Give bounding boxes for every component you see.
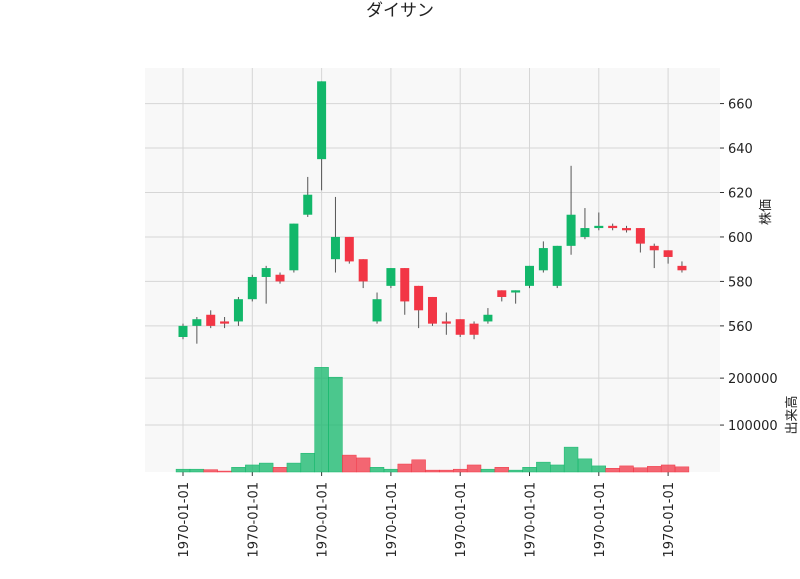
volume-bar	[342, 454, 357, 473]
volume-bar	[369, 467, 385, 473]
volume-bar	[300, 452, 315, 473]
y-tick-label: 560	[728, 320, 753, 335]
volume-bar	[453, 468, 468, 473]
candle-body	[206, 314, 216, 326]
candle-body	[441, 321, 451, 324]
candle-body	[344, 236, 354, 262]
volume-bar	[356, 457, 371, 473]
volume-bar	[328, 376, 343, 473]
candle-body	[275, 274, 285, 282]
volume-bar	[536, 461, 551, 473]
x-tick-label: 1970-01-01	[385, 482, 400, 558]
candle-body	[525, 265, 534, 286]
volume-bar	[189, 468, 205, 473]
volume-bar	[577, 458, 593, 473]
candle-body	[303, 194, 313, 215]
x-tick-label: 1970-01-01	[662, 482, 677, 558]
candle-body	[233, 299, 243, 322]
y-tick-label: 660	[728, 98, 753, 113]
volume-bar	[619, 465, 634, 473]
volume-bar	[286, 462, 302, 473]
candle-body	[594, 225, 604, 229]
y-tick-label: 640	[728, 142, 753, 157]
y-tick-label: 580	[728, 275, 753, 290]
candle-body	[580, 228, 590, 237]
candle-body	[511, 290, 521, 293]
y2-axis-label: 出来高	[784, 395, 800, 434]
candle-body	[220, 321, 230, 324]
volume-bar	[411, 459, 426, 473]
candle-body	[400, 268, 410, 302]
candle-body	[538, 248, 548, 271]
candle-body	[469, 323, 479, 335]
volume-bar	[258, 462, 274, 473]
candle-body	[622, 228, 632, 231]
volume-bar	[674, 466, 690, 473]
volume-bar	[508, 469, 523, 473]
volume-bar	[314, 367, 329, 473]
candle-body	[497, 290, 507, 297]
volume-bar	[466, 464, 482, 473]
candle-body	[386, 268, 396, 286]
x-tick-label: 1970-01-01	[177, 482, 192, 558]
volume-bar	[563, 446, 579, 473]
candle-body	[635, 228, 645, 244]
volume-bar	[217, 470, 232, 473]
candle-body	[483, 314, 493, 322]
candle-body	[358, 259, 368, 282]
candle-body	[317, 81, 327, 160]
candle-body	[289, 223, 299, 271]
candle-body	[663, 250, 673, 257]
volume-bar	[550, 464, 565, 473]
y-tick-label: 620	[728, 186, 753, 201]
volume-bar	[494, 467, 509, 473]
volume-bar	[480, 468, 496, 473]
volume-bar	[522, 467, 537, 473]
candle-body	[677, 265, 687, 271]
volume-bar	[647, 466, 662, 473]
candle-body	[192, 319, 202, 326]
x-tick-label: 1970-01-01	[246, 482, 261, 558]
volume-bar	[245, 464, 260, 473]
candle-body	[649, 245, 659, 251]
y2-tick-label: 100000	[728, 419, 778, 434]
chart-title: ダイサン	[366, 1, 434, 21]
volume-bar	[633, 467, 648, 473]
volume-bar	[231, 467, 246, 473]
volume-bar	[272, 467, 288, 473]
candle-body	[178, 325, 188, 337]
candle-body	[608, 225, 618, 229]
candle-body	[566, 214, 576, 246]
candle-body	[455, 319, 465, 335]
candle-body	[261, 268, 271, 277]
candle-body	[552, 245, 562, 286]
volume-bar	[203, 469, 218, 473]
volume-bar	[397, 463, 412, 473]
x-tick-label: 1970-01-01	[524, 482, 539, 558]
volume-bar	[605, 467, 620, 473]
volume-bar	[383, 468, 399, 473]
candle-body	[247, 276, 257, 300]
volume-panel	[145, 357, 720, 472]
volume-bar	[591, 465, 606, 473]
x-tick-label: 1970-01-01	[454, 482, 469, 558]
y-tick-label: 600	[728, 231, 753, 246]
volume-bar	[175, 468, 191, 473]
y2-tick-label: 200000	[728, 372, 778, 387]
candle-body	[330, 236, 340, 260]
candle-body	[372, 299, 382, 322]
candle-body	[414, 285, 424, 311]
volume-bar	[439, 469, 454, 473]
y-axis-label: 株価	[759, 199, 774, 225]
x-tick-label: 1970-01-01	[593, 482, 608, 558]
x-tick-label: 1970-01-01	[316, 482, 331, 558]
volume-bar	[425, 469, 440, 473]
candle-body	[427, 296, 437, 324]
volume-bar	[660, 464, 676, 473]
